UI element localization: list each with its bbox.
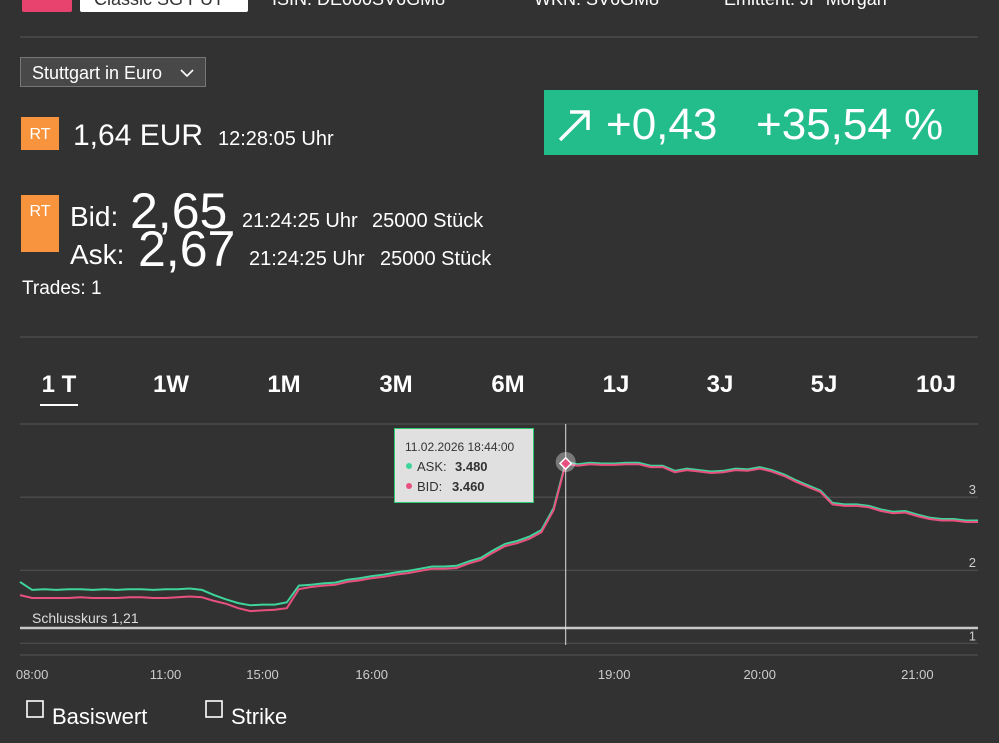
ask-time: 21:24:25 Uhr [249, 248, 365, 270]
x-tick-label: 15:00 [246, 667, 279, 682]
rt-badge [21, 195, 59, 252]
option-label[interactable]: Basiswert [52, 704, 147, 729]
bid: 2,65 [130, 183, 227, 239]
range-tab[interactable]: 3J [707, 371, 734, 398]
tooltip: 11.02.2026 18:44:00 ASK: 3.480 BID: 3.46… [394, 428, 534, 503]
ask-label: Ask: [70, 239, 124, 270]
ask-size: 25000 Stück [380, 248, 492, 270]
tooltip-ask: 3.480 [455, 459, 488, 474]
reference-label: Schlusskurs 1,21 [32, 610, 139, 626]
change-percent: +35,54 % [756, 100, 943, 149]
range-tab[interactable]: 10J [916, 371, 956, 398]
exchange-label: Stuttgart in Euro [32, 63, 162, 83]
x-tick-label: 11:00 [150, 667, 182, 682]
price-time: 12:28:05 Uhr [218, 128, 334, 150]
price: 1,64 EUR [73, 119, 203, 152]
change: +0,43 [606, 100, 717, 149]
x-tick-label: 20:00 [743, 667, 776, 682]
price-line [19, 460, 978, 607]
chevron [180, 69, 194, 78]
y-tick-label: 3 [969, 482, 976, 497]
product-chip[interactable] [80, 0, 248, 12]
tooltip-dot [406, 483, 412, 489]
checkbox[interactable] [205, 700, 223, 718]
tooltip-dot [406, 463, 412, 469]
bid-label: Bid: [70, 201, 118, 232]
range-tab[interactable]: 1M [267, 371, 300, 398]
option-label[interactable]: Strike [231, 704, 287, 729]
range-tab[interactable]: 1J [603, 371, 630, 398]
trend-arrow [558, 110, 590, 142]
x-tick-label: 16:00 [355, 667, 388, 682]
isin: ISIN: DE000SV6GM8 [272, 0, 445, 9]
exchange-select[interactable] [20, 57, 206, 87]
tooltip-bid: 3.460 [452, 479, 485, 494]
issuer: Emittent: JP Morgan [724, 0, 887, 9]
range-tab[interactable]: 6M [491, 371, 524, 398]
change-box [544, 90, 978, 155]
trades: Trades: 1 [22, 278, 102, 299]
chart: 1 2 3 08:00 11:00 15:00 16:00 19:00 20:00 21:00 Sc… [16, 424, 978, 682]
range-tab[interactable]: 5J [811, 371, 838, 398]
product-name: Classic SG PUT [94, 0, 224, 9]
range-tab[interactable]: 1 T [42, 371, 77, 398]
x-tick-label: 08:00 [16, 667, 49, 682]
range-tab[interactable]: 3M [379, 371, 412, 398]
rt-text: RT [29, 126, 50, 143]
bid-time: 21:24:25 Uhr [242, 210, 358, 232]
price-line [19, 462, 978, 613]
y-tick-label: 2 [969, 555, 976, 570]
tooltip-box [394, 428, 534, 503]
product-badge [22, 0, 72, 12]
tooltip-bid-label: BID: [417, 479, 442, 494]
ask: 2,67 [138, 221, 235, 277]
tooltip-ask-label: ASK: [417, 459, 447, 474]
rt-badge [21, 117, 59, 150]
rt-text: RT [29, 203, 50, 220]
hover-marker [558, 456, 573, 471]
wkn: WKN: SV6GM8 [534, 0, 659, 9]
range-tab[interactable]: 1W [153, 371, 189, 398]
x-tick-label: 19:00 [598, 667, 631, 682]
y-tick-label: 1 [969, 628, 976, 643]
x-tick-label: 21:00 [901, 667, 934, 682]
bid-size: 25000 Stück [372, 210, 484, 232]
checkbox[interactable] [26, 700, 44, 718]
tooltip-time: 11.02.2026 18:44:00 [405, 440, 515, 454]
